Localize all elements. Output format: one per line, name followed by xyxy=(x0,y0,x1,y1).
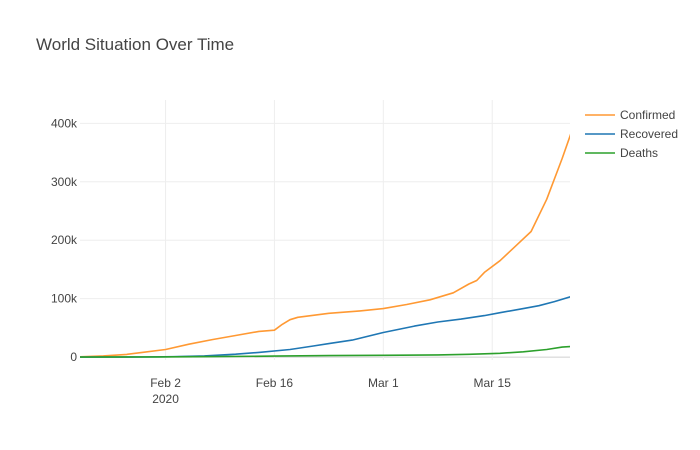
legend-label: Deaths xyxy=(620,146,658,160)
legend-item-recovered[interactable]: Recovered xyxy=(585,127,678,141)
y-tick-label: 400k xyxy=(51,116,78,130)
y-tick-label: 0 xyxy=(70,350,77,364)
x-tick-label: Mar 1 xyxy=(368,376,399,390)
gridlines xyxy=(80,100,570,360)
series-line-deaths[interactable] xyxy=(80,345,578,358)
legend-label: Confirmed xyxy=(620,108,675,122)
legend-item-confirmed[interactable]: Confirmed xyxy=(585,108,675,122)
x-tick-label: Feb 16 xyxy=(256,376,294,390)
x-tick-sublabel: 2020 xyxy=(152,392,179,406)
series-line-recovered[interactable] xyxy=(80,293,578,358)
series-line-confirmed[interactable] xyxy=(80,113,578,358)
series-lines xyxy=(80,113,578,358)
y-tick-label: 100k xyxy=(51,292,78,306)
legend[interactable]: Confirmed Recovered Deaths xyxy=(585,108,678,160)
legend-label: Recovered xyxy=(620,127,678,141)
chart-title: World Situation Over Time xyxy=(36,35,234,54)
x-tick-label: Mar 15 xyxy=(474,376,512,390)
x-tick-label: Feb 2 xyxy=(150,376,181,390)
legend-item-deaths[interactable]: Deaths xyxy=(585,146,658,160)
y-tick-label: 200k xyxy=(51,233,78,247)
axes: 0 100k 200k 300k 400k Feb 2 2020 Feb 16 Mar 1 Mar… xyxy=(51,116,511,406)
y-tick-label: 300k xyxy=(51,175,78,189)
